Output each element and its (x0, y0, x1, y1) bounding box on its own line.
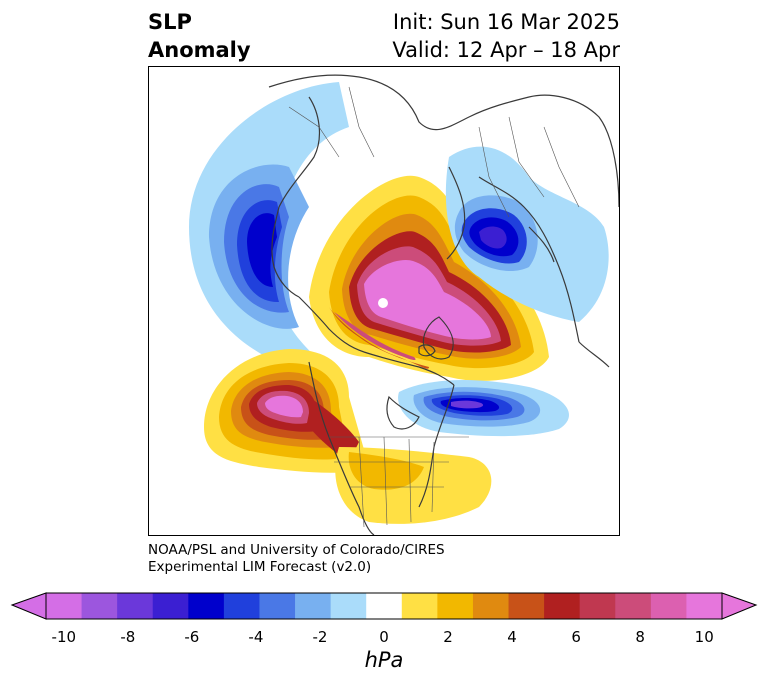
init-date: Init: Sun 16 Mar 2025 (392, 10, 620, 34)
north-atlantic-low (398, 380, 569, 437)
colorbar-tick-label: 10 (694, 628, 714, 646)
colorbar-segment (508, 593, 545, 619)
colorbar (10, 592, 758, 620)
colorbar-right-extension (721, 592, 758, 620)
colorbar-segment (544, 593, 581, 619)
colorbar-tick-label: -6 (184, 628, 200, 646)
colorbar-segment (472, 593, 510, 619)
valid-date: Valid: 12 Apr – 18 Apr (392, 38, 620, 62)
colorbar-tick-labels: -10 -8 -6 -4 -2 0 2 4 6 8 10 (0, 628, 768, 648)
map-title: SLP Anomaly (148, 8, 251, 64)
colorbar-segment (117, 593, 154, 619)
colorbar-segment (46, 593, 83, 619)
political-borders (288, 86, 580, 528)
colorbar-left-extension (10, 592, 47, 620)
colorbar-unit: hPa (364, 648, 404, 672)
arctic-high (309, 175, 549, 381)
eastern-us-high (335, 447, 492, 524)
colorbar-segment (223, 593, 260, 619)
colorbar-segment (152, 593, 189, 619)
europe-low (445, 146, 609, 322)
colorbar-tick-label: -10 (51, 628, 77, 646)
colorbar-tick-label: -8 (120, 628, 136, 646)
credit-line-1: NOAA/PSL and University of Colorado/CIRE… (148, 542, 445, 558)
colorbar-segment (330, 593, 367, 619)
colorbar-segment (579, 593, 616, 619)
colorbar-segment (366, 593, 403, 619)
colorbar-segments (46, 593, 723, 619)
forecast-dates: Init: Sun 16 Mar 2025 Valid: 12 Apr – 18… (392, 8, 620, 64)
title-line-1: SLP (148, 10, 192, 34)
colorbar-tick-label: 2 (443, 628, 453, 646)
credit-text: NOAA/PSL and University of Colorado/CIRE… (148, 542, 445, 576)
northeast-pacific-high (204, 349, 369, 473)
colorbar-segment (686, 593, 723, 619)
colorbar-tick-label: -2 (312, 628, 328, 646)
anomaly-map (149, 74, 619, 535)
colorbar-segment (437, 593, 474, 619)
map-panel (148, 66, 620, 536)
colorbar-segment (615, 593, 652, 619)
colorbar-segment (81, 593, 118, 619)
title-line-2: Anomaly (148, 38, 251, 62)
colorbar-tick-label: 0 (379, 628, 389, 646)
colorbar-segment (295, 593, 332, 619)
colorbar-outline (45, 592, 723, 620)
colorbar-tick-label: 8 (635, 628, 645, 646)
credit-line-2: Experimental LIM Forecast (v2.0) (148, 559, 372, 575)
colorbar-segment (401, 593, 438, 619)
colorbar-tick-label: 6 (571, 628, 581, 646)
colorbar-segment (259, 593, 296, 619)
colorbar-segment (188, 593, 225, 619)
north-pacific-low (189, 82, 349, 377)
colorbar-tick-label: 4 (507, 628, 517, 646)
colorbar-segment (650, 593, 687, 619)
colorbar-tick-label: -4 (248, 628, 264, 646)
